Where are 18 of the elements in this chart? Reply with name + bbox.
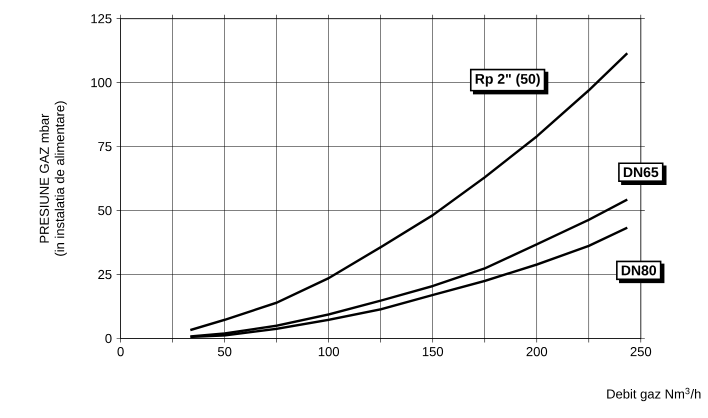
y-tick-label: 0	[105, 334, 112, 344]
y-tick-label: 125	[91, 14, 112, 24]
y-axis-title: PRESIUNE GAZ mbar	[39, 114, 49, 243]
y-tick-label: 25	[98, 270, 112, 280]
y-tick-label: 100	[91, 78, 112, 88]
x-tick-label: 250	[630, 347, 652, 356]
x-tick-label: 150	[422, 347, 444, 356]
x-axis-title: Debit gaz Nm$^{3}$/h	[607, 388, 700, 402]
y-tick-label: 50	[98, 206, 112, 216]
x-tick-label: 0	[118, 347, 124, 356]
x-tick-label: 100	[318, 347, 340, 356]
x-tick-label: 200	[526, 347, 548, 356]
series-label: DN65	[624, 167, 658, 178]
text: DN80	[622, 265, 656, 276]
text: (in instalatia de alimentare)	[54, 101, 67, 256]
text: Rp 2" (50)	[476, 74, 540, 87]
y-tick-label: 75	[98, 142, 112, 152]
x-tick-label: 50	[218, 347, 232, 356]
